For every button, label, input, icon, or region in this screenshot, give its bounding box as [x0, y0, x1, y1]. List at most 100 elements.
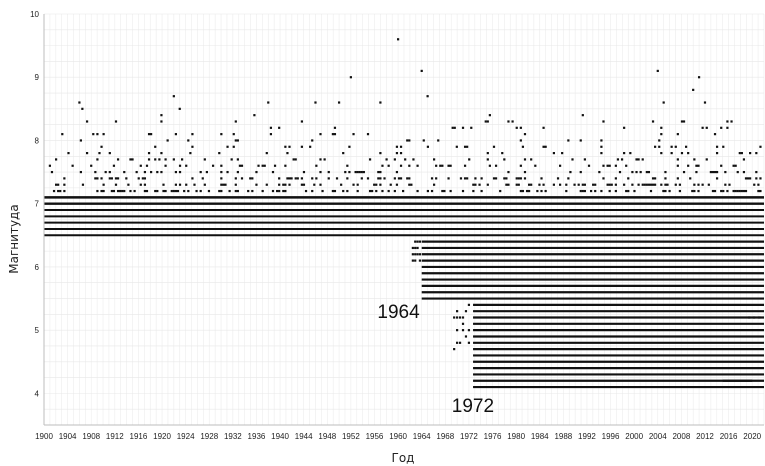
data-point	[309, 145, 312, 148]
data-point	[525, 189, 529, 193]
x-tick-label: 1968	[436, 432, 454, 441]
x-tick-label: 1972	[460, 432, 478, 441]
data-point	[738, 152, 741, 155]
data-point	[746, 177, 750, 180]
data-point	[406, 177, 409, 180]
data-point	[139, 183, 142, 186]
data-point	[511, 120, 514, 123]
data-point	[396, 38, 400, 41]
data-point	[411, 253, 414, 256]
data-point	[300, 145, 304, 148]
data-point	[752, 316, 756, 319]
data-point	[519, 177, 522, 180]
data-point	[302, 183, 306, 186]
data-point	[474, 177, 477, 180]
data-point	[664, 189, 667, 193]
data-point	[581, 183, 584, 186]
data-point	[352, 183, 355, 186]
data-point	[736, 189, 739, 193]
data-point	[713, 170, 717, 174]
data-point	[455, 145, 458, 148]
data-point	[486, 152, 489, 155]
data-point	[488, 114, 491, 117]
data-point	[670, 145, 673, 148]
data-point	[715, 177, 719, 180]
data-point	[637, 183, 640, 186]
data-point	[315, 164, 318, 167]
data-point	[164, 189, 167, 193]
data-point	[467, 341, 471, 344]
data-point	[456, 316, 459, 319]
data-point	[346, 177, 349, 180]
data-point	[651, 177, 655, 180]
data-point	[461, 322, 465, 325]
data-point	[515, 177, 518, 180]
data-point	[346, 189, 349, 193]
data-point	[623, 126, 626, 129]
data-point	[236, 189, 239, 193]
data-point	[478, 183, 481, 186]
data-point	[267, 101, 270, 104]
x-tick-label: 1908	[82, 432, 100, 441]
x-tick-label: 2004	[649, 432, 667, 441]
data-point	[519, 189, 522, 193]
data-point	[682, 170, 686, 174]
data-point	[395, 183, 399, 186]
data-point	[722, 145, 725, 148]
data-point	[711, 189, 715, 193]
data-point	[300, 177, 304, 180]
data-point	[461, 316, 465, 319]
data-point	[286, 177, 289, 180]
data-point	[740, 152, 743, 155]
x-tick-label: 1980	[507, 432, 525, 441]
data-point	[220, 183, 223, 186]
data-point	[375, 183, 378, 186]
data-point	[282, 183, 285, 186]
data-point	[726, 126, 729, 129]
data-point	[166, 139, 169, 142]
data-point	[697, 76, 701, 79]
data-point	[236, 139, 239, 142]
data-point	[565, 183, 568, 186]
data-point	[711, 170, 715, 174]
data-point	[114, 183, 118, 186]
x-tick-label: 1924	[177, 432, 195, 441]
data-point	[734, 164, 737, 167]
data-point	[631, 183, 634, 186]
data-point	[79, 139, 82, 142]
data-point	[119, 189, 122, 193]
data-point	[418, 240, 422, 243]
data-point	[616, 158, 620, 161]
data-point	[499, 189, 502, 193]
data-point	[172, 95, 175, 98]
data-point	[251, 177, 254, 180]
data-point	[758, 316, 761, 319]
data-point	[715, 145, 719, 148]
data-point	[507, 183, 510, 186]
data-point	[453, 348, 456, 351]
data-point	[519, 126, 522, 129]
data-point	[81, 107, 84, 110]
data-point	[172, 158, 175, 161]
data-point	[236, 170, 239, 174]
data-point	[319, 158, 322, 161]
data-point	[356, 189, 359, 193]
data-point	[726, 120, 729, 123]
data-point	[408, 177, 411, 180]
data-point	[255, 170, 258, 174]
data-point	[713, 189, 717, 193]
data-point	[682, 120, 686, 123]
data-point	[408, 164, 411, 167]
data-point	[273, 164, 277, 167]
x-tick-label: 1996	[602, 432, 620, 441]
data-point	[542, 126, 545, 129]
data-point	[463, 177, 467, 180]
data-point	[263, 164, 266, 167]
data-point	[643, 183, 646, 186]
data-point	[544, 189, 547, 193]
data-point	[623, 183, 626, 186]
data-point	[744, 177, 748, 180]
data-point	[620, 158, 624, 161]
data-point	[288, 183, 291, 186]
data-point	[160, 114, 163, 117]
